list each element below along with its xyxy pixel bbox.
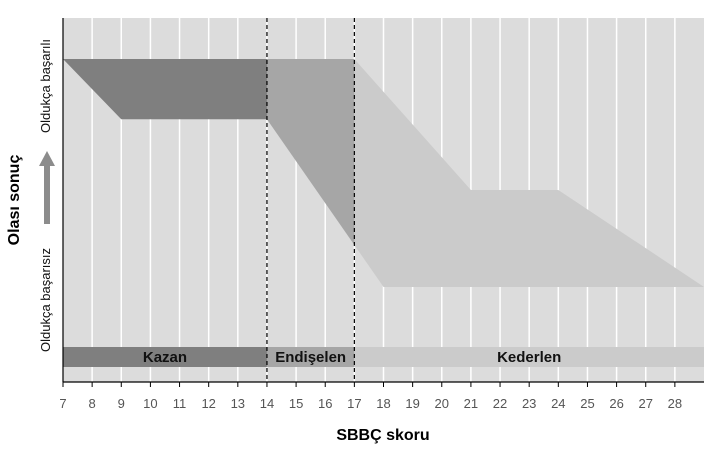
outcome-area	[266, 59, 355, 246]
zone-band	[266, 347, 355, 367]
x-tick-label: 7	[59, 396, 66, 411]
up-arrow-icon	[39, 151, 55, 224]
zone-label: Endişelen	[275, 349, 346, 366]
x-tick-label: 13	[231, 396, 245, 411]
zone-label: Kederlen	[497, 349, 561, 366]
zone-bar: Kazan Endişelen Kederlen	[63, 347, 704, 367]
x-tick-label: 17	[347, 396, 361, 411]
x-tick-label: 19	[405, 396, 419, 411]
x-tick-label: 21	[464, 396, 478, 411]
x-axis-title: SBBÇ skoru	[336, 427, 429, 444]
x-tick-label: 22	[493, 396, 507, 411]
x-tick-label: 27	[638, 396, 652, 411]
x-tick-label: 11	[173, 396, 187, 411]
x-tick-label: 8	[89, 396, 96, 411]
x-tick-label: 10	[143, 396, 157, 411]
zone-label: Kazan	[143, 349, 187, 366]
y-axis-title: Olası sonuç	[6, 155, 23, 246]
zone-band	[63, 347, 267, 367]
x-tick-label: 16	[318, 396, 332, 411]
threshold-lines	[266, 18, 355, 382]
x-tick-label: 23	[522, 396, 536, 411]
x-tick-label: 28	[668, 396, 682, 411]
x-tick-label: 18	[376, 396, 390, 411]
x-tick-label: 26	[609, 396, 623, 411]
x-tick-label: 12	[201, 396, 215, 411]
outcome-area	[354, 59, 704, 287]
y-low-label: Oldukça başarısız	[38, 248, 53, 352]
x-axis-ticks: 7 8 9 10 11 12 13 14 15 16 17 18 19 20 21 22 23 24 25 26 27 2…	[59, 382, 682, 411]
x-tick-label: 25	[580, 396, 594, 411]
x-tick-label: 24	[551, 396, 565, 411]
x-tick-label: 14	[260, 396, 274, 411]
outcome-area	[63, 59, 267, 120]
x-tick-label: 15	[289, 396, 303, 411]
x-tick-label: 20	[435, 396, 449, 411]
outcome-areas	[63, 59, 704, 287]
y-high-label: Oldukça başarılı	[38, 39, 53, 133]
zone-band	[354, 347, 704, 367]
x-tick-label: 9	[118, 396, 125, 411]
